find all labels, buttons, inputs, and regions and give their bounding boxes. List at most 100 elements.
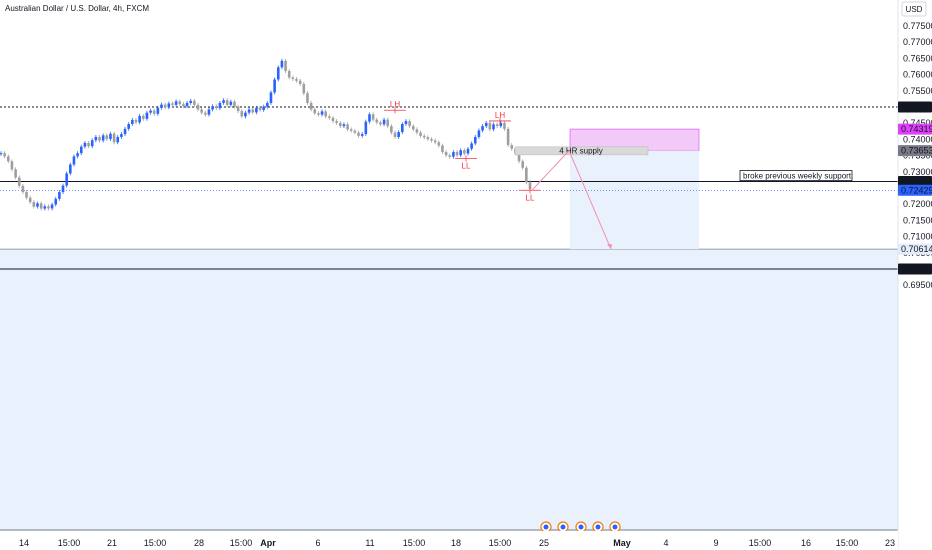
candle-body — [90, 140, 94, 147]
candle-body — [65, 173, 68, 186]
x-tick-label: 15:00 — [58, 538, 81, 548]
candle-body — [83, 142, 87, 147]
candle-body — [200, 109, 203, 113]
candle-body — [276, 67, 280, 80]
candle-body — [470, 143, 473, 149]
candle-body — [244, 112, 247, 117]
candle-body — [163, 104, 167, 108]
candle-body — [204, 112, 207, 115]
candle-body — [433, 140, 437, 143]
candle-body — [415, 129, 419, 133]
projection-path[interactable] — [531, 149, 612, 250]
candle-body — [262, 106, 265, 110]
risk-zone[interactable] — [570, 150, 699, 250]
candle-body — [525, 167, 528, 183]
x-tick-label: 16 — [801, 538, 811, 548]
candle-body — [61, 185, 65, 193]
candle-body — [335, 121, 338, 123]
candle-body — [269, 92, 273, 103]
event-flag-dot-icon — [560, 524, 566, 530]
candle-body — [419, 132, 422, 136]
candle-body — [196, 104, 200, 110]
candle-body — [50, 204, 54, 209]
weekly-note-box[interactable] — [739, 170, 853, 181]
candle-body — [207, 109, 211, 115]
candle-body — [422, 135, 426, 138]
x-tick-label: 15:00 — [230, 538, 253, 548]
x-tick-label: 18 — [451, 538, 461, 548]
last-price-tag-label: 0.72429 — [901, 185, 932, 195]
candle-body — [105, 135, 109, 140]
candle-body — [408, 121, 411, 127]
candle-body — [364, 121, 368, 135]
price-axis-bg — [898, 0, 932, 550]
candle-body — [266, 102, 269, 107]
candle-body — [167, 103, 171, 108]
candle-body — [455, 152, 459, 156]
candle-body — [273, 79, 276, 93]
candle-body — [401, 124, 404, 133]
candle-body — [331, 117, 335, 122]
candle-body — [349, 129, 353, 131]
level-tag-075000-label: 0.75000 — [901, 102, 932, 112]
candle-body — [14, 169, 17, 178]
candle-body — [0, 153, 3, 155]
candle-body — [54, 198, 58, 205]
candle-body — [21, 185, 25, 193]
candle-body — [397, 132, 400, 137]
event-flag-dot-icon — [612, 524, 618, 530]
x-tick-label: 28 — [194, 538, 204, 548]
candle-body — [214, 106, 218, 109]
candle-body — [171, 103, 174, 105]
candle-body — [521, 161, 525, 168]
candle-body — [313, 109, 317, 114]
projection-arrowhead — [607, 244, 612, 250]
currency-label[interactable]: USD — [906, 5, 923, 14]
candle-body — [240, 111, 244, 117]
candle-body — [426, 137, 430, 140]
lh1-label: LH — [390, 100, 400, 109]
level-tag-070000 — [898, 263, 932, 275]
candle-body — [495, 124, 499, 127]
stop-tag-label: 0.70614 — [901, 244, 932, 254]
candle-body — [346, 124, 349, 130]
candle-body — [448, 155, 452, 157]
candle-body — [324, 111, 327, 117]
candle-body — [309, 102, 313, 110]
currency-button-bg[interactable] — [901, 1, 927, 17]
candle-body — [317, 113, 320, 115]
candle-body — [357, 132, 360, 136]
candle-body — [225, 100, 229, 105]
supply-zone-label: 4 HR supply — [559, 146, 603, 155]
candle-body — [404, 121, 408, 125]
candle-body — [295, 78, 298, 81]
candle-body — [298, 80, 302, 84]
candle-body — [98, 136, 101, 141]
weekly-note-text: broke previous weekly support — [743, 172, 852, 181]
x-tick-label: 15:00 — [403, 538, 426, 548]
candle-body — [127, 124, 130, 129]
candle-body — [72, 156, 76, 165]
candle-body — [338, 122, 342, 127]
candle-body — [379, 122, 382, 125]
candle-body — [189, 100, 193, 103]
supply-zone[interactable] — [514, 146, 649, 156]
candle-body — [43, 206, 47, 209]
level-tag-070000-label: 0.70000 — [901, 264, 932, 274]
demand-zone — [0, 249, 898, 531]
candle-body — [258, 107, 262, 110]
candle-body — [328, 116, 331, 118]
candle-body — [145, 112, 149, 119]
candle-body — [463, 150, 466, 154]
candle-body — [116, 136, 120, 143]
time-axis-bg — [0, 531, 898, 550]
candle-body — [28, 197, 32, 203]
candle-body — [69, 164, 72, 174]
candle-body — [360, 134, 364, 136]
